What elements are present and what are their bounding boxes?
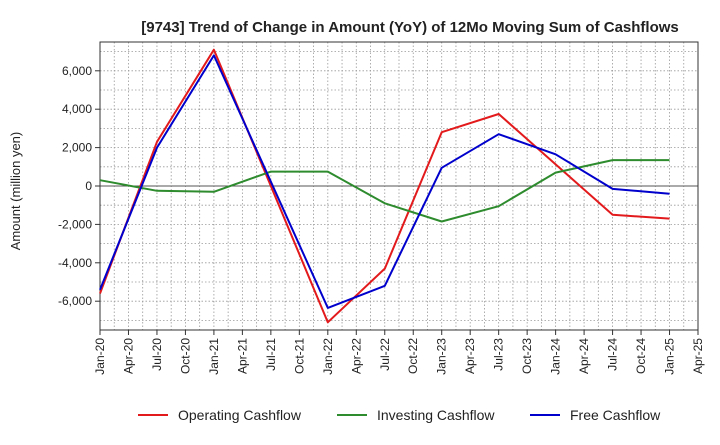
x-tick-label: Oct-21: [292, 338, 306, 374]
x-tick-label: Apr-24: [577, 338, 591, 374]
axes: -6,000 -4,000 -2,000 0 2,000 4,000 6,000 Jan-20…: [58, 41, 705, 375]
y-axis-title: Amount (million yen): [8, 132, 23, 251]
x-tick-label: Jan-22: [321, 338, 335, 375]
x-tick-label: Jan-24: [549, 338, 563, 375]
x-tick-label: Apr-20: [121, 338, 135, 374]
series-line-0: [99, 48, 670, 324]
x-tick-label: Apr-21: [235, 338, 249, 374]
y-tick-label: 4,000: [62, 102, 92, 116]
x-tick-label: Jan-20: [93, 338, 107, 375]
legend-label: Operating Cashflow: [178, 407, 302, 423]
x-tick-label: Jan-23: [435, 338, 449, 375]
x-tick-label: Oct-22: [406, 338, 420, 374]
x-tick-label: Jul-23: [492, 338, 506, 371]
x-tick-label: Jan-21: [207, 338, 221, 375]
grid: [99, 42, 699, 330]
x-tick-label: Oct-23: [520, 338, 534, 374]
series-lines: [99, 48, 670, 324]
series-line-1: [99, 159, 670, 223]
chart-title: [9743] Trend of Change in Amount (YoY) o…: [141, 19, 679, 36]
y-tick-label: -4,000: [58, 256, 92, 270]
x-tick-label: Apr-22: [349, 338, 363, 374]
legend: Operating Cashflow Investing Cashflow Free…: [138, 407, 661, 423]
x-tick-label: Jul-22: [378, 338, 392, 371]
x-tick-label: Jan-25: [663, 338, 677, 375]
legend-label: Free Cashflow: [570, 407, 661, 423]
x-tick-label: Jul-21: [264, 338, 278, 371]
y-tick-label: 0: [85, 179, 92, 193]
x-tick-label: Jul-20: [150, 338, 164, 371]
y-tick-label: 6,000: [62, 64, 92, 78]
y-tick-label: 2,000: [62, 141, 92, 155]
x-tick-label: Apr-23: [463, 338, 477, 374]
x-tick-label: Oct-20: [178, 338, 192, 374]
x-tick-label: Oct-24: [634, 338, 648, 374]
y-tick-label: -6,000: [58, 294, 92, 308]
x-tick-label: Jul-24: [606, 338, 620, 371]
x-tick-label: Apr-25: [691, 338, 705, 374]
legend-label: Investing Cashflow: [377, 407, 495, 423]
series-line-2: [99, 54, 670, 309]
y-tick-label: -2,000: [58, 217, 92, 231]
